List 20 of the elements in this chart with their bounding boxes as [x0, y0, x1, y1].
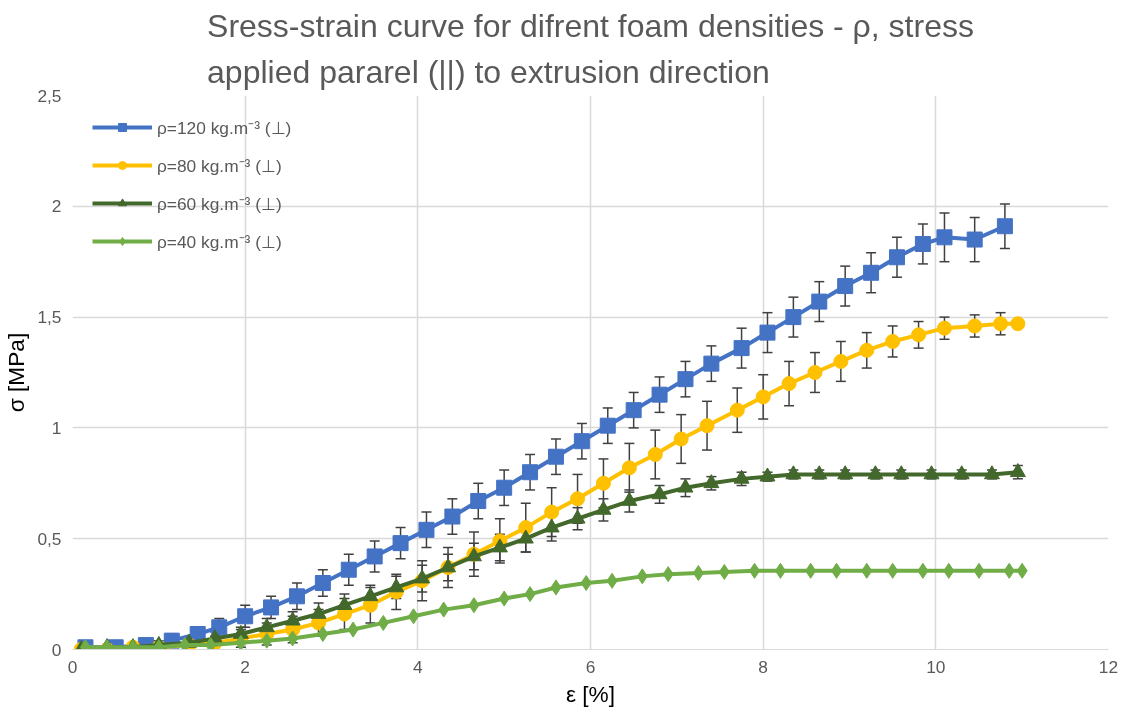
y-tick-label: 2 — [51, 196, 62, 217]
x-tick-label: 12 — [1098, 656, 1119, 677]
y-tick-label: 1,5 — [37, 307, 62, 328]
legend-label: ρ=40 kg.m⁻³ (⊥) — [157, 231, 282, 253]
x-axis-title: ε [%] — [565, 680, 616, 707]
y-tick-label: 0 — [51, 639, 62, 660]
x-tick-label: 2 — [240, 656, 250, 677]
legend-label: ρ=120 kg.m⁻³ (⊥) — [157, 117, 292, 139]
y-axis-title: σ [MPa] — [3, 332, 30, 413]
legend-label: ρ=60 kg.m⁻³ (⊥) — [157, 193, 282, 215]
x-tick-label: 10 — [926, 656, 946, 677]
x-tick-label: 6 — [585, 656, 596, 677]
y-tick-label: 2,5 — [37, 85, 62, 106]
legend-label: ρ=80 kg.m⁻³ (⊥) — [157, 155, 282, 177]
y-tick-label: 1 — [51, 417, 62, 438]
x-tick-label: 4 — [413, 656, 424, 677]
x-tick-label: 0 — [67, 656, 78, 677]
y-tick-label: 0,5 — [37, 528, 62, 549]
chart-title: Sress-strain curve for difrent foam densities - ρ, stress applied pararel (||) to extrusion direction — [207, 7, 974, 91]
x-tick-label: 8 — [758, 656, 768, 677]
